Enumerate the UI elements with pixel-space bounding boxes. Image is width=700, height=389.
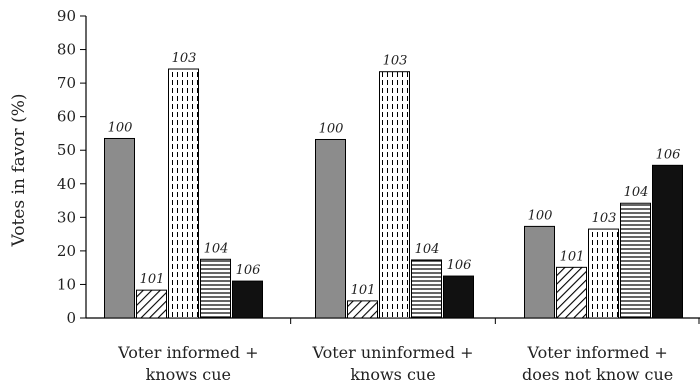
y-tick-label: 20: [57, 242, 76, 260]
y-tick-label: 90: [57, 7, 76, 25]
bar-101: [136, 289, 167, 319]
y-tick-label: 0: [66, 309, 76, 327]
bar-label: 100: [108, 120, 133, 135]
category-label: Voter informed +: [526, 343, 667, 362]
y-tick-label: 10: [57, 275, 76, 293]
bar-label: 101: [560, 249, 585, 264]
axes: 0 10 20 30 40 50 60 70 80 90: [57, 7, 700, 327]
bar-label: 104: [624, 185, 649, 200]
bar-101: [556, 266, 587, 319]
bar-label: 103: [172, 51, 197, 66]
y-tick-label: 70: [57, 74, 76, 92]
bar-label: 100: [528, 208, 553, 223]
bar-104: [200, 258, 231, 319]
bar-106: [652, 164, 683, 319]
bar-label: 106: [447, 258, 472, 273]
bar-101: [347, 300, 378, 319]
bar-label: 104: [204, 241, 229, 256]
bar-106: [232, 280, 263, 319]
bar-label: 106: [236, 263, 261, 278]
category-label: knows cue: [350, 365, 435, 384]
y-tick-label: 40: [57, 175, 76, 193]
bar-100: [315, 138, 346, 319]
bar-104: [411, 259, 442, 319]
bar-label: 101: [140, 272, 165, 287]
category-label: knows cue: [146, 365, 231, 384]
bars: [104, 68, 683, 319]
bar-label: 103: [383, 54, 408, 69]
bar-104: [620, 202, 651, 319]
bar-103: [588, 228, 619, 319]
y-tick-label: 30: [57, 208, 76, 226]
y-tick-label: 50: [57, 141, 76, 159]
bar-label: 100: [319, 121, 344, 136]
bar-106: [443, 275, 474, 319]
bar-100: [524, 225, 555, 319]
bar-103: [168, 68, 199, 319]
bar-100: [104, 137, 135, 319]
y-tick-label: 60: [57, 108, 76, 126]
bar-labels: 100 101 103 104 106 100 101 103 104 106 100 101 103 1…: [108, 51, 681, 298]
y-tick-label: 80: [57, 41, 76, 59]
category-label: does not know cue: [522, 365, 673, 384]
category-labels: Voter informed + knows cue Voter uninforme…: [117, 343, 673, 384]
bar-label: 104: [415, 242, 440, 257]
bar-label: 106: [656, 147, 681, 162]
bar-label: 103: [592, 211, 617, 226]
bar-label: 101: [351, 283, 376, 298]
y-axis-title: Votes in favor (%): [9, 94, 29, 248]
bar-103: [379, 71, 410, 319]
category-label: Voter informed +: [117, 343, 258, 362]
category-label: Voter uninformed +: [312, 343, 474, 362]
